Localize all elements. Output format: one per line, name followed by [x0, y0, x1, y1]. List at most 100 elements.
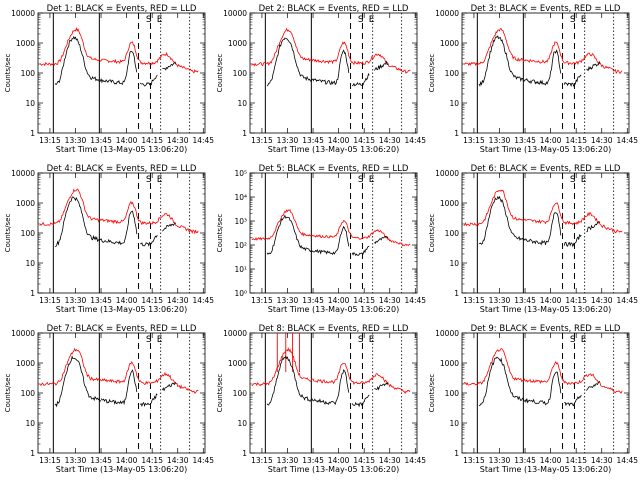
x-tick-label: 14:15	[565, 456, 587, 465]
events-series-line	[54, 196, 102, 247]
y-tick-label: 10000	[435, 9, 459, 18]
y-tick-label: 100	[21, 69, 36, 78]
x-tick-label: 13:45	[514, 136, 536, 145]
chart-title: Det 2: BLACK = Events, RED = LLD	[259, 4, 409, 14]
events-series-line	[266, 37, 314, 87]
x-tick-label: 14:00	[328, 456, 350, 465]
y-tick-label: 100	[233, 69, 248, 78]
x-tick-label: 13:30	[277, 456, 299, 465]
y-tick-label: 10¹	[234, 265, 247, 274]
y-tick-label: 10⁵	[234, 169, 247, 178]
y-tick-label: 10	[237, 99, 247, 108]
chart-title: Det 6: BLACK = Events, RED = LLD	[471, 164, 621, 174]
y-tick-label: 1	[242, 449, 247, 458]
plot-frame	[249, 332, 418, 454]
x-tick-label: 14:45	[192, 456, 214, 465]
x-tick-label: 13:15	[251, 456, 273, 465]
x-tick-label: 13:30	[65, 296, 87, 305]
y-tick-label: 10	[449, 259, 459, 268]
y-tick-label: 10⁰	[234, 289, 247, 298]
x-tick-label: 14:15	[353, 136, 375, 145]
y-tick-label: 100	[445, 69, 460, 78]
events-series-line	[312, 225, 350, 256]
y-axis-label: Counts/sec	[428, 214, 436, 253]
x-tick-label: 13:45	[514, 296, 536, 305]
chart-panel-det1: Det 1: BLACK = Events, RED = LLD 1 10 100 10…	[4, 4, 214, 154]
marker-s: S	[358, 175, 364, 185]
y-tick-label: 10000	[435, 329, 459, 338]
plot-frame	[37, 12, 206, 134]
events-series-line	[266, 214, 314, 255]
x-tick-label: 14:00	[116, 136, 138, 145]
y-axis-label: Counts/sec	[4, 374, 12, 413]
plot-frame	[249, 172, 418, 294]
x-tick-label: 13:15	[463, 136, 485, 145]
events-series-line	[150, 393, 158, 405]
lld-series-line	[251, 347, 411, 395]
y-tick-label: 10	[25, 419, 35, 428]
y-tick-label: 100	[233, 389, 248, 398]
y-tick-label: 1	[30, 289, 35, 298]
events-series-line	[586, 60, 601, 72]
y-tick-label: 1000	[440, 199, 459, 208]
x-tick-label: 13:45	[302, 136, 324, 145]
events-series-line	[351, 252, 363, 257]
chart-title: Det 4: BLACK = Events, RED = LLD	[47, 164, 197, 174]
x-tick-label: 13:15	[39, 456, 61, 465]
x-axis-label: Start Time (13-May-05 13:06:20)	[480, 145, 611, 154]
events-series-line	[374, 381, 389, 391]
events-series-line	[586, 221, 601, 233]
marker-s: S	[146, 15, 152, 25]
plot-frame	[37, 332, 206, 454]
chart-panel-det9: Det 9: BLACK = Events, RED = LLD 1 10 100 10…	[428, 324, 638, 474]
x-tick-label: 13:45	[302, 296, 324, 305]
x-tick-label: 14:45	[404, 136, 426, 145]
x-tick-label: 13:15	[463, 296, 485, 305]
lld-series-line	[39, 27, 199, 74]
chart-title: Det 8: BLACK = Events, RED = LLD	[259, 324, 409, 334]
events-series-line	[162, 222, 177, 232]
x-tick-label: 14:30	[591, 296, 613, 305]
plot-frame	[37, 172, 206, 294]
x-tick-label: 13:45	[514, 456, 536, 465]
chart-panel-det4: Det 4: BLACK = Events, RED = LLD 1 10 100 10…	[4, 164, 214, 314]
x-tick-label: 14:15	[565, 136, 587, 145]
marker-e: E	[369, 175, 375, 185]
x-tick-label: 13:30	[65, 456, 87, 465]
x-tick-label: 14:30	[591, 456, 613, 465]
lld-series-line	[251, 209, 411, 247]
x-axis-label: Start Time (13-May-05 13:06:20)	[268, 145, 399, 154]
chart-panel-det7: Det 7: BLACK = Events, RED = LLD 1 10 100 10…	[4, 324, 214, 474]
y-tick-label: 10	[237, 419, 247, 428]
y-tick-label: 10000	[11, 9, 35, 18]
marker-s: S	[570, 175, 576, 185]
y-tick-label: 1000	[16, 199, 35, 208]
marker-e: E	[157, 335, 163, 345]
marker-s: S	[146, 335, 152, 345]
events-series-line	[574, 233, 582, 244]
lld-series-line	[39, 188, 199, 235]
events-series-line	[478, 35, 526, 87]
x-axis-label: Start Time (13-May-05 13:06:20)	[56, 145, 187, 154]
x-tick-label: 14:30	[379, 136, 401, 145]
lld-series-line	[463, 28, 623, 75]
events-series-line	[563, 241, 575, 248]
events-series-line	[564, 401, 575, 407]
events-series-line	[150, 235, 158, 245]
x-tick-label: 13:45	[90, 456, 112, 465]
x-axis-label: Start Time (13-May-05 13:06:20)	[268, 465, 399, 474]
events-series-line	[362, 73, 370, 87]
lld-series-line	[39, 347, 199, 394]
y-tick-label: 1	[242, 129, 247, 138]
x-tick-label: 14:45	[616, 136, 638, 145]
y-tick-label: 10000	[11, 169, 35, 178]
plot-frame	[461, 332, 630, 454]
x-axis-label: Start Time (13-May-05 13:06:20)	[56, 305, 187, 314]
y-tick-label: 100	[21, 229, 36, 238]
events-series-line	[140, 241, 151, 247]
y-tick-label: 10	[449, 419, 459, 428]
events-series-line	[374, 235, 389, 245]
x-tick-label: 14:45	[616, 456, 638, 465]
marker-s: S	[146, 175, 152, 185]
y-tick-label: 100	[21, 389, 36, 398]
